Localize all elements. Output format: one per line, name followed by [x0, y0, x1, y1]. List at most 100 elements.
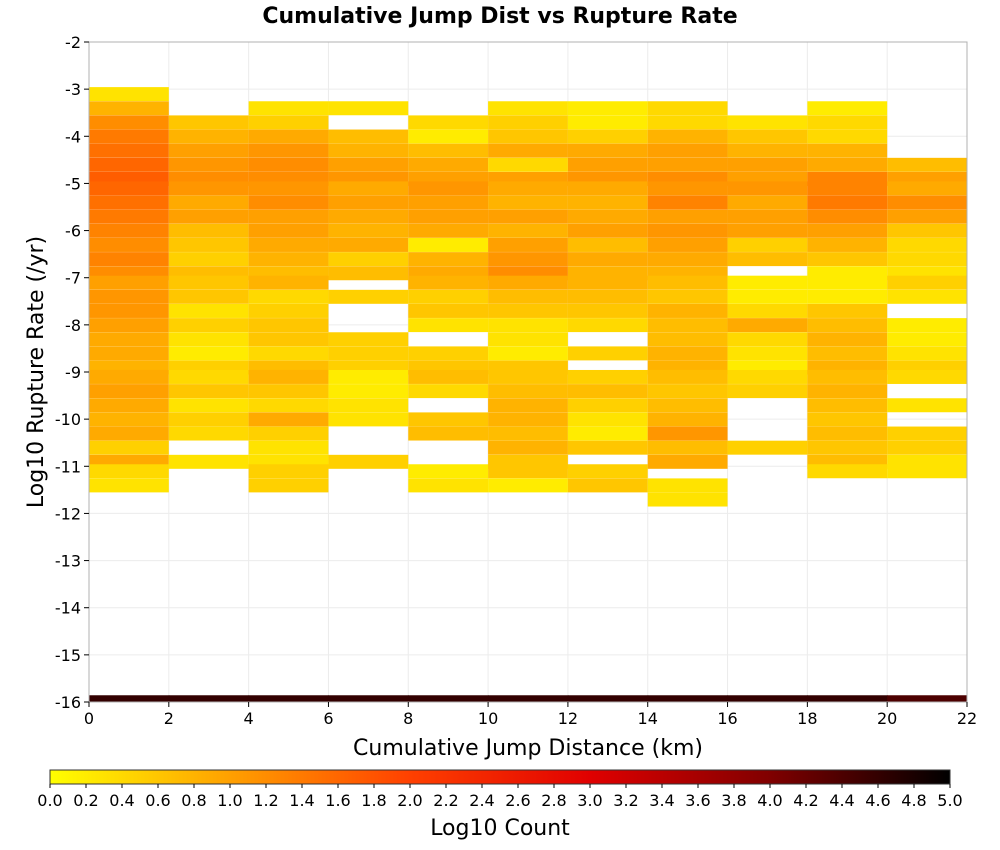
- heatmap-cell: [248, 275, 329, 290]
- heatmap-cell: [647, 398, 728, 413]
- heatmap-cell: [567, 143, 648, 158]
- heatmap-cell: [727, 129, 808, 144]
- heatmap-cell: [807, 464, 888, 479]
- heatmap-cell: [727, 695, 808, 702]
- heatmap-cell: [727, 440, 808, 455]
- heatmap-cell: [887, 332, 967, 347]
- heatmap-cell: [488, 237, 568, 252]
- heatmap-cell: [647, 181, 728, 196]
- heatmap-cell: [408, 129, 489, 144]
- heatmap-cell: [488, 275, 568, 290]
- heatmap-cell: [248, 332, 329, 347]
- heatmap-cell: [807, 157, 888, 172]
- heatmap-cell: [408, 157, 489, 172]
- heatmap-cell: [567, 209, 648, 224]
- colorbar-tick-label: 4.2: [793, 791, 818, 810]
- colorbar-tick-label: 0.8: [181, 791, 206, 810]
- y-tick-label: -3: [65, 80, 81, 99]
- heatmap-cell: [328, 181, 409, 196]
- heatmap-cell: [567, 252, 648, 267]
- heatmap-cell: [89, 426, 169, 441]
- heatmap-cell: [488, 332, 568, 347]
- heatmap-cell: [567, 101, 648, 116]
- colorbar-tick-label: 0.2: [73, 791, 98, 810]
- heatmap-cell: [887, 275, 967, 290]
- colorbar-tick-label: 0.0: [37, 791, 62, 810]
- heatmap-cell: [89, 398, 169, 413]
- heatmap-cell: [408, 223, 489, 238]
- colorbar-tick-label: 0.4: [109, 791, 134, 810]
- heatmap-cell: [727, 195, 808, 210]
- heatmap-cell: [488, 195, 568, 210]
- heatmap-cell: [408, 464, 489, 479]
- heatmap-cell: [248, 143, 329, 158]
- y-tick-label: -8: [65, 316, 81, 335]
- heatmap-cell: [168, 303, 249, 318]
- heatmap-cell: [567, 398, 648, 413]
- heatmap-cell: [89, 101, 169, 116]
- heatmap-cell: [647, 289, 728, 304]
- heatmap-cell: [647, 157, 728, 172]
- heatmap-cell: [567, 275, 648, 290]
- colorbar-tick-label: 3.6: [685, 791, 710, 810]
- heatmap-cell: [168, 275, 249, 290]
- x-tick-label: 2: [164, 709, 174, 728]
- x-axis-label: Cumulative Jump Distance (km): [353, 736, 703, 761]
- heatmap-cell: [567, 115, 648, 130]
- heatmap-cell: [887, 181, 967, 196]
- heatmap-cell: [488, 115, 568, 130]
- heatmap-cell: [567, 426, 648, 441]
- heatmap-cell: [567, 346, 648, 361]
- heatmap-cell: [887, 318, 967, 333]
- heatmap-cell: [408, 384, 489, 399]
- heatmap-cell: [887, 237, 967, 252]
- heatmap-cell: [328, 346, 409, 361]
- heatmap-cell: [567, 369, 648, 384]
- colorbar-tick-label: 3.2: [613, 791, 638, 810]
- x-tick-label: 0: [84, 709, 94, 728]
- chart-title: Cumulative Jump Dist vs Rupture Rate: [262, 4, 737, 29]
- heatmap-cell: [328, 101, 409, 116]
- heatmap-cell: [408, 369, 489, 384]
- x-tick-label: 4: [244, 709, 254, 728]
- heatmap-cell: [89, 209, 169, 224]
- colorbar-tick-label: 5.0: [937, 791, 962, 810]
- heatmap-cell: [89, 318, 169, 333]
- heatmap-cell: [727, 369, 808, 384]
- heatmap-cell: [248, 412, 329, 427]
- heatmap-cell: [328, 223, 409, 238]
- heatmap-cell: [89, 369, 169, 384]
- colorbar-ticks: 0.0 0.2 0.4 0.6 0.8 1.0 1.2 1.4 1.6 1.8 2.0 2.2 2.4 2…: [37, 784, 963, 810]
- x-tick-label: 14: [638, 709, 658, 728]
- colorbar-tick-label: 1.6: [325, 791, 350, 810]
- heatmap-cell: [887, 157, 967, 172]
- heatmap-cell: [408, 115, 489, 130]
- heatmap-cell: [89, 223, 169, 238]
- heatmap-cell: [488, 223, 568, 238]
- heatmap-cell: [807, 440, 888, 455]
- heatmap-cell: [488, 252, 568, 267]
- y-tick-label: -10: [55, 410, 81, 429]
- heatmap-cell: [807, 318, 888, 333]
- heatmap-cell: [168, 412, 249, 427]
- heatmap-cell: [567, 318, 648, 333]
- y-tick-label: -14: [55, 599, 81, 618]
- heatmap-cell: [488, 143, 568, 158]
- heatmap-cell: [408, 346, 489, 361]
- y-tick-label: -11: [55, 457, 81, 476]
- colorbar-tick-label: 3.8: [721, 791, 746, 810]
- heatmap-cell: [488, 426, 568, 441]
- heatmap-cell: [647, 440, 728, 455]
- heatmap-cell: [168, 318, 249, 333]
- heatmap-cell: [328, 195, 409, 210]
- heatmap-cell: [89, 115, 169, 130]
- heatmap-cell: [408, 181, 489, 196]
- heatmap-cell: [328, 412, 409, 427]
- colorbar-tick-label: 2.2: [433, 791, 458, 810]
- heatmap-cell: [89, 143, 169, 158]
- heatmap-cell: [488, 303, 568, 318]
- heatmap-cell: [248, 181, 329, 196]
- heatmap-cell: [807, 426, 888, 441]
- heatmap-cell: [807, 237, 888, 252]
- heatmap-cell: [89, 87, 169, 102]
